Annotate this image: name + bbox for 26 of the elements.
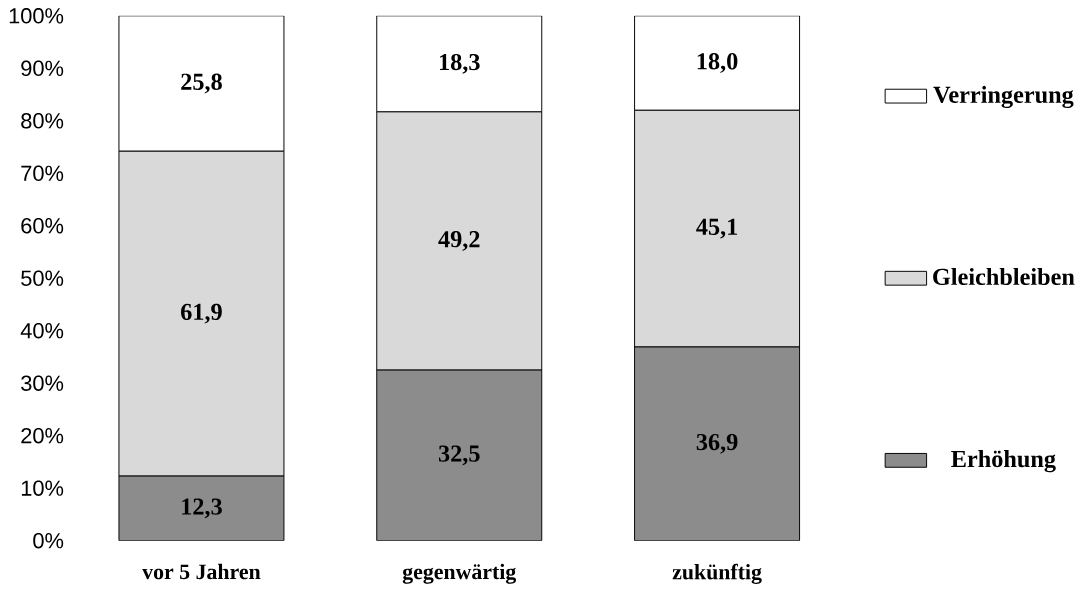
y-tick-label: 30%: [21, 375, 64, 391]
data-label: 45,1: [696, 218, 738, 239]
y-tick-label: 90%: [21, 60, 64, 77]
data-label: 12,3: [182, 498, 222, 519]
x-tick-label: gegenwärtig: [402, 563, 517, 584]
legend-label: Erhöhung: [951, 450, 1056, 473]
data-label: 36,9: [696, 433, 738, 454]
y-tick-label: 70%: [21, 165, 64, 181]
legend-label: Verringerung: [933, 85, 1074, 109]
data-label: 25,8: [181, 73, 222, 94]
y-tick-label: 10%: [21, 480, 64, 496]
y-tick-label: 60%: [21, 217, 64, 234]
y-tick-label: 20%: [21, 427, 64, 444]
data-label: 32,5: [438, 445, 480, 466]
y-tick-label: 100%: [9, 8, 64, 24]
y-tick-label: 50%: [21, 270, 64, 286]
data-label: 18,0: [697, 53, 738, 73]
legend-label: Gleichbleiben: [933, 267, 1075, 286]
data-label: 61,9: [181, 303, 222, 324]
x-tick-label: zukünftig: [672, 563, 762, 584]
data-label: 49,2: [438, 231, 480, 251]
x-tick-label: vor 5 Jahren: [142, 563, 261, 580]
data-label: 18,3: [439, 53, 480, 74]
y-tick-label: 0%: [33, 532, 64, 549]
y-tick-label: 40%: [20, 322, 64, 339]
y-tick-label: 80%: [21, 113, 64, 129]
